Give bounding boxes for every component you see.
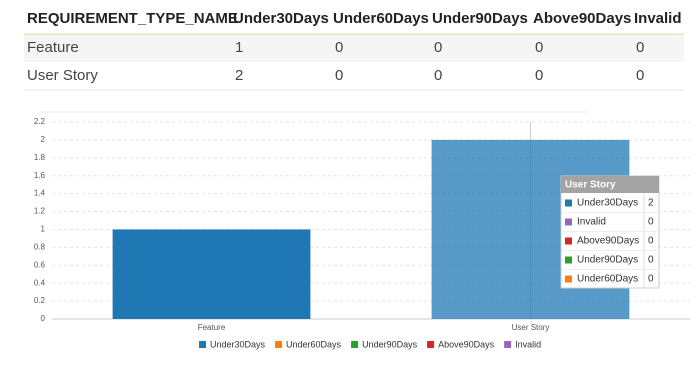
y-tick-label: 0 [41, 314, 46, 323]
tooltip-series: Above90Days [577, 236, 639, 247]
table-cell: 0 [434, 39, 442, 56]
table-cell: 0 [434, 67, 442, 84]
tooltip-swatch [565, 275, 572, 283]
legend-label: Under90Days [362, 339, 418, 349]
table-cell: 0 [535, 67, 543, 84]
table-cell: 0 [636, 67, 644, 84]
column-header: Above90Days [533, 10, 631, 27]
tooltip-swatch [565, 218, 572, 226]
legend-swatch [351, 341, 359, 348]
y-tick-label: 2 [41, 135, 46, 144]
table-cell: 0 [535, 39, 543, 56]
tooltip-series: Under60Days [577, 274, 638, 285]
legend-swatch [199, 341, 206, 348]
y-tick-label: 0.4 [34, 278, 46, 287]
column-header: Under90Days [432, 10, 528, 27]
tooltip-value: 0 [648, 236, 654, 247]
tooltip-value: 0 [648, 217, 654, 228]
tooltip-swatch [565, 256, 572, 264]
y-tick-label: 1.8 [34, 153, 46, 162]
y-tick-label: 0.8 [34, 242, 46, 251]
tooltip-swatch [565, 199, 572, 207]
tooltip-value: 2 [648, 198, 654, 209]
bar [112, 229, 311, 319]
table-cell: 1 [235, 39, 243, 56]
table-cell: User Story [27, 67, 98, 84]
table-cell: Feature [27, 39, 79, 56]
x-tick-label: Feature [198, 323, 226, 332]
legend-swatch [427, 341, 435, 348]
x-tick-label: User Story [512, 323, 550, 332]
tooltip-value: 0 [648, 274, 654, 285]
tooltip-header [561, 176, 659, 193]
column-header: Invalid [634, 10, 682, 27]
tooltip-series: Under30Days [577, 198, 638, 209]
y-tick-label: 0.6 [34, 260, 46, 269]
y-tick-label: 1.4 [34, 189, 46, 198]
row-bg [24, 34, 684, 62]
table-cell: 0 [335, 39, 343, 56]
table-cell: 2 [235, 67, 243, 84]
legend-label: Above90Days [438, 339, 495, 349]
legend-label: Under60Days [286, 339, 342, 349]
y-tick-label: 2.2 [34, 117, 46, 126]
column-header: REQUIREMENT_TYPE_NAME [27, 10, 238, 27]
legend-label: Under30Days [210, 339, 266, 349]
table-cell: 0 [335, 67, 343, 84]
y-tick-label: 0.2 [34, 296, 46, 305]
legend-label: Invalid [515, 339, 541, 349]
table-cell: 0 [636, 39, 644, 56]
column-header: Under30Days [233, 10, 329, 27]
tooltip-title: User Story [565, 180, 616, 191]
y-tick-label: 1 [41, 225, 46, 234]
tooltip-series: Under90Days [577, 255, 638, 266]
legend-swatch [275, 341, 283, 348]
y-tick-label: 1.6 [34, 171, 46, 180]
tooltip-value: 0 [648, 255, 654, 266]
column-header: Under60Days [333, 10, 429, 27]
y-tick-label: 1.2 [34, 207, 46, 216]
tooltip-swatch [565, 237, 572, 245]
legend-swatch [504, 341, 512, 348]
tooltip-series: Invalid [577, 217, 606, 228]
